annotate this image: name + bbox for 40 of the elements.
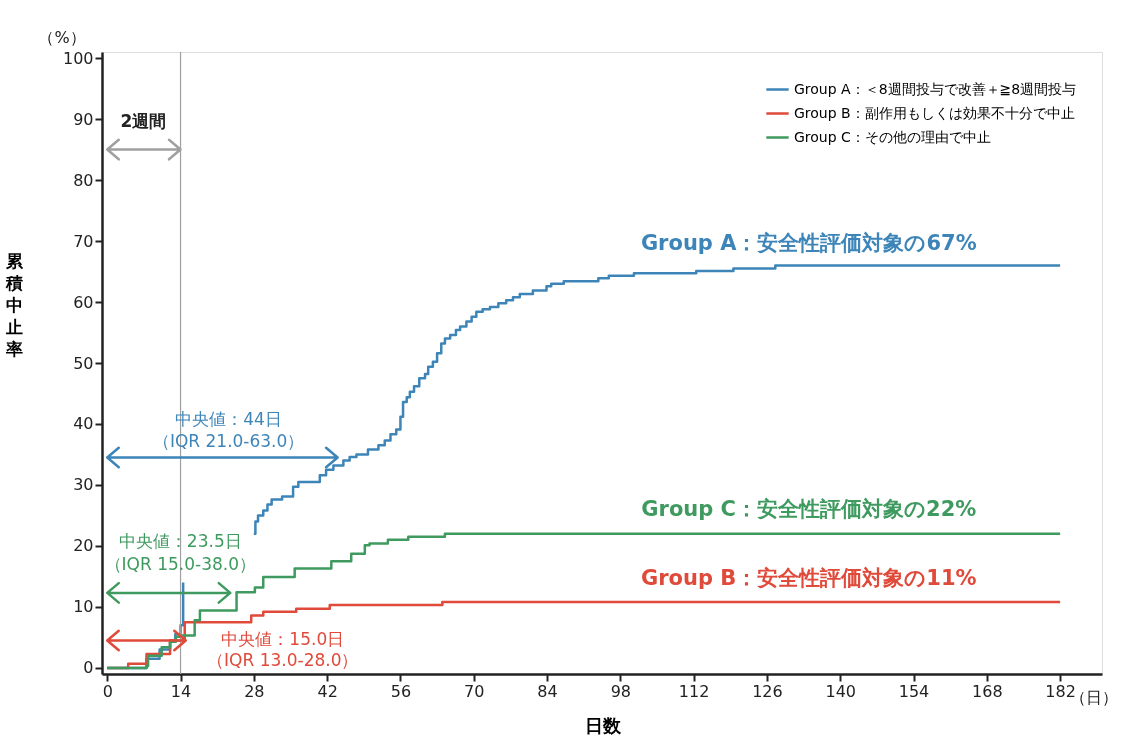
legend-label: Group A：＜8週間投与で改善＋≧8週間投与 xyxy=(794,80,1077,97)
annotation: Group B：安全性評価対象の11% xyxy=(641,566,977,591)
annotation: （IQR 21.0-63.0） xyxy=(152,430,305,451)
x-tick-label: 0 xyxy=(102,681,113,701)
annotation: （IQR 13.0-28.0） xyxy=(207,650,359,671)
y-tick-label: 20 xyxy=(73,536,94,556)
annotation: 中央値：44日 xyxy=(175,408,282,429)
x-tick-label: 168 xyxy=(972,681,1003,701)
annotation: Group A：安全性評価対象の67% xyxy=(640,231,977,256)
x-tick-label: 154 xyxy=(898,681,930,701)
legend-label: Group C：その他の理由で中止 xyxy=(794,128,991,145)
y-axis-title: 累積中止率 xyxy=(5,250,24,359)
annotation: 2週間 xyxy=(120,110,167,131)
x-axis-title: 日数 xyxy=(584,714,622,736)
x-tick-label: 56 xyxy=(390,681,412,701)
x-tick-label: 98 xyxy=(610,681,631,701)
y-tick-label: 0 xyxy=(83,658,94,678)
y-tick-label: 50 xyxy=(73,353,94,373)
x-tick-label: 28 xyxy=(244,681,265,701)
annotation: 中央値：15.0日 xyxy=(221,629,345,650)
y-tick-label: 90 xyxy=(73,109,94,129)
y-tick-label: 60 xyxy=(73,292,94,312)
y-tick-label: 100 xyxy=(62,48,94,68)
y-tick-label: 30 xyxy=(73,475,94,495)
x-tick-label: 140 xyxy=(825,681,856,701)
y-tick-label: 10 xyxy=(73,597,94,617)
y-tick-label: 70 xyxy=(73,231,94,251)
y-tick-label: 80 xyxy=(73,170,94,190)
annotation: Group C：安全性評価対象の22% xyxy=(641,496,977,521)
text: （%） xyxy=(38,28,86,47)
x-tick-label: 126 xyxy=(752,681,783,701)
y-tick-label: 40 xyxy=(73,414,94,434)
annotation: （IQR 15.0-38.0） xyxy=(104,553,256,574)
x-tick-label: 42 xyxy=(317,681,338,701)
annotation: 中央値：23.5日 xyxy=(118,530,242,551)
x-tick-label: 14 xyxy=(170,681,192,701)
legend-label: Group B：副作用もしくは効果不十分で中止 xyxy=(794,104,1075,121)
x-tick-label: 70 xyxy=(464,681,485,701)
x-tick-label: 112 xyxy=(678,681,710,701)
x-tick-label: 84 xyxy=(537,681,558,701)
